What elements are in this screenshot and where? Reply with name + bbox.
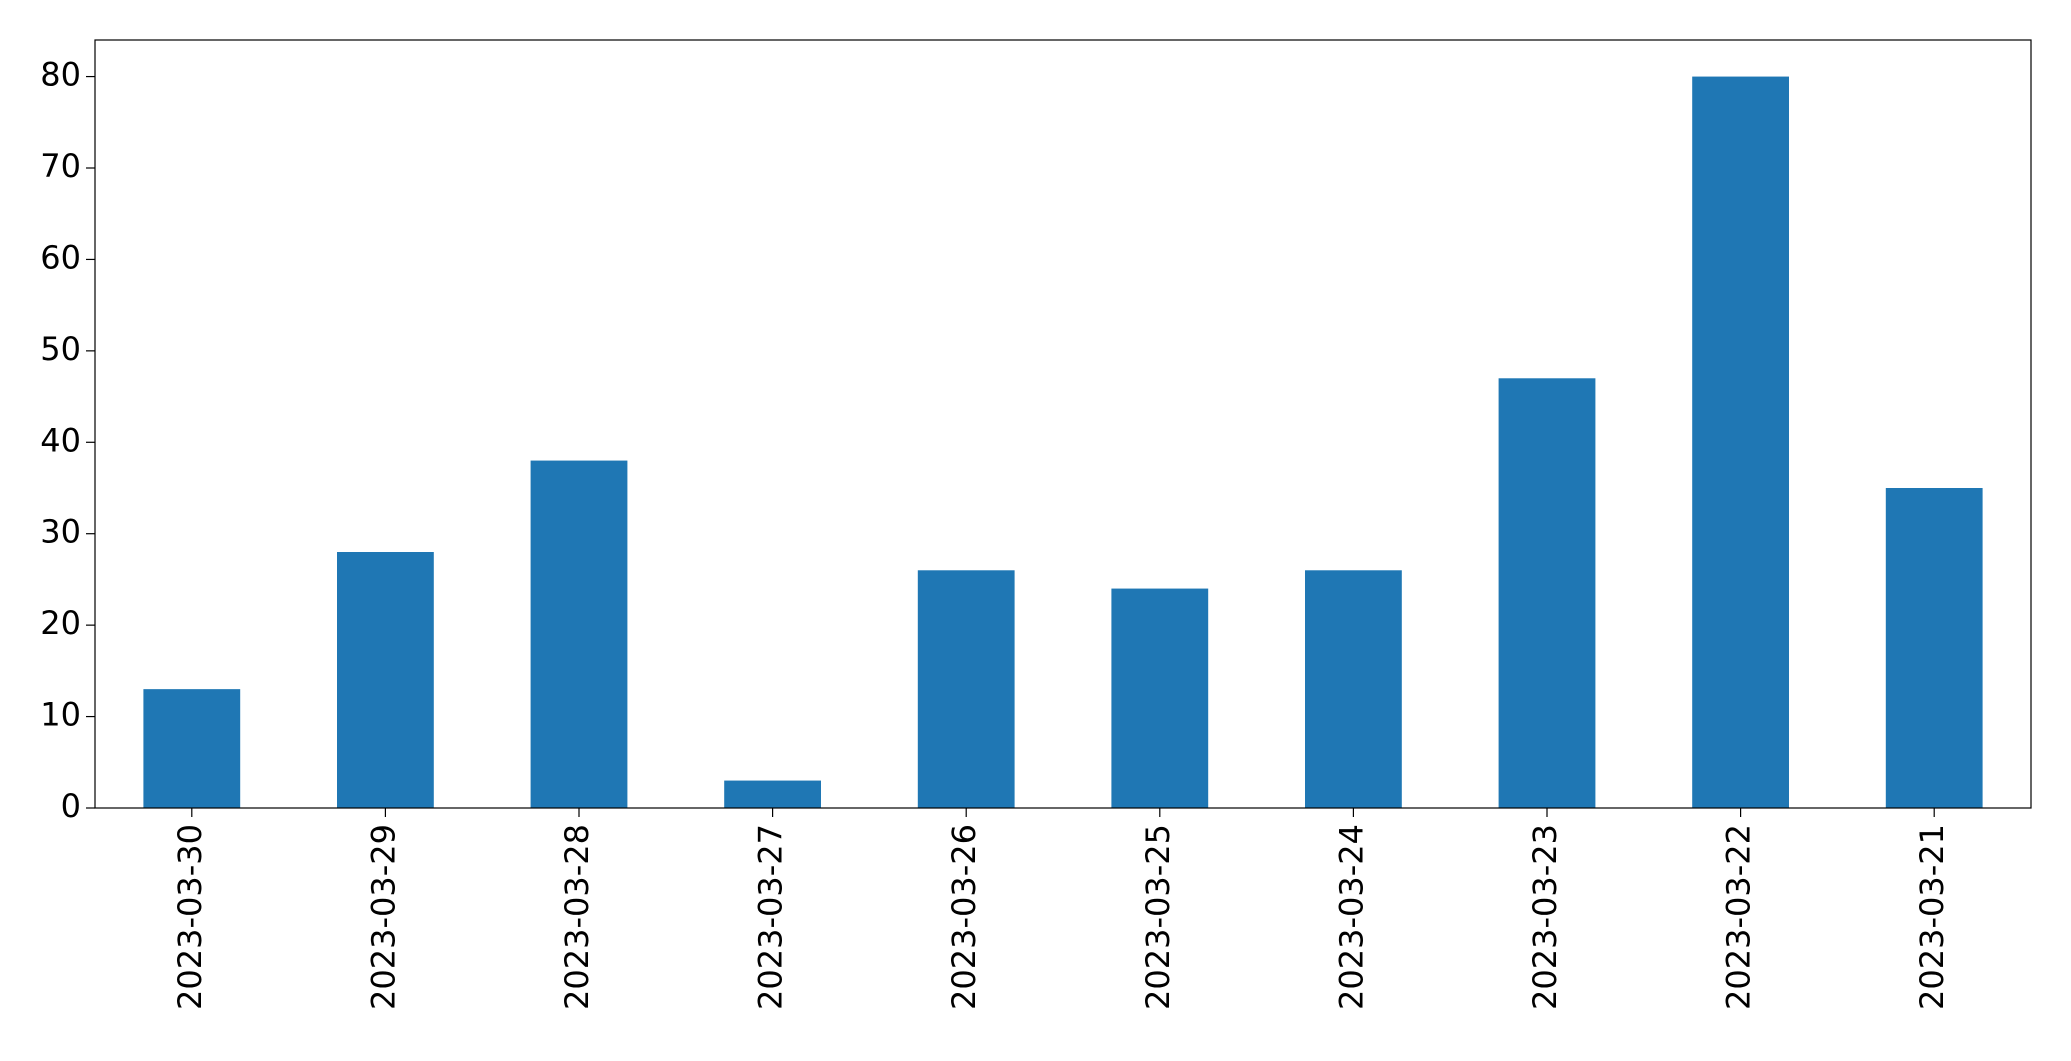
bar bbox=[337, 552, 434, 808]
y-tick-label: 60 bbox=[40, 238, 81, 276]
y-tick-label: 30 bbox=[40, 513, 81, 551]
y-tick-label: 50 bbox=[40, 330, 81, 368]
x-tick-label: 2023-03-22 bbox=[1720, 824, 1758, 1010]
bar bbox=[1498, 378, 1596, 808]
y-tick-label: 80 bbox=[40, 56, 81, 94]
x-tick-label: 2023-03-21 bbox=[1913, 824, 1951, 1010]
x-tick-label: 2023-03-25 bbox=[1139, 824, 1177, 1010]
bar bbox=[1111, 588, 1209, 808]
y-tick-label: 0 bbox=[61, 787, 81, 825]
bar bbox=[530, 460, 628, 808]
y-tick-label: 70 bbox=[40, 147, 81, 185]
y-tick-label: 20 bbox=[40, 604, 81, 642]
y-tick-label: 10 bbox=[40, 696, 81, 734]
bar bbox=[724, 780, 821, 808]
y-tick-label: 40 bbox=[40, 421, 81, 459]
bar bbox=[1885, 488, 1983, 808]
x-tick-label: 2023-03-29 bbox=[364, 824, 402, 1010]
bar bbox=[1305, 570, 1402, 808]
x-tick-label: 2023-03-23 bbox=[1526, 824, 1564, 1010]
x-tick-label: 2023-03-27 bbox=[752, 824, 790, 1010]
x-tick-label: 2023-03-28 bbox=[558, 824, 596, 1010]
plot-frame bbox=[94, 39, 2032, 809]
x-tick-label: 2023-03-24 bbox=[1332, 824, 1370, 1010]
x-tick-label: 2023-03-26 bbox=[945, 824, 983, 1010]
bar bbox=[143, 689, 241, 808]
bar bbox=[1692, 76, 1789, 809]
bar bbox=[917, 570, 1015, 808]
x-tick-label: 2023-03-30 bbox=[171, 824, 209, 1010]
